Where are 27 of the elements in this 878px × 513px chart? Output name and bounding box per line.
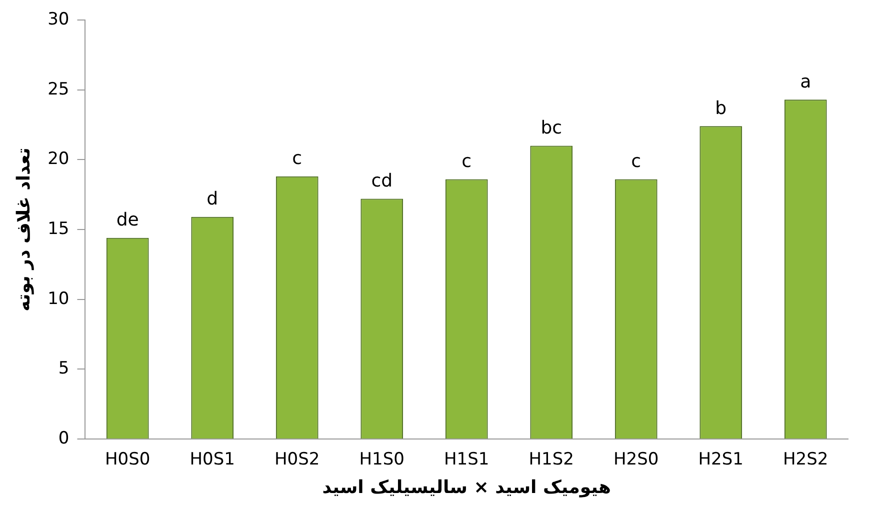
data-label: b — [715, 98, 727, 119]
x-tick-label: H2S2 — [783, 450, 828, 470]
data-label: c — [292, 148, 302, 170]
x-tick-label: H0S2 — [274, 450, 320, 470]
x-tick-label: H0S1 — [190, 450, 235, 470]
x-tick-label: H0S0 — [105, 450, 150, 470]
data-label: cd — [371, 170, 393, 192]
y-tick-label: 10 — [48, 288, 70, 309]
x-axis-title: هیومیک اسید × سالیسیلیک اسید — [322, 476, 612, 498]
y-tick-label: 25 — [48, 79, 70, 100]
y-tick-label: 15 — [48, 218, 70, 239]
x-tick-label: H2S0 — [614, 450, 659, 470]
y-axis-title: تعداد غلاف در بوته — [13, 148, 34, 312]
data-label: de — [116, 210, 139, 231]
data-label: c — [631, 150, 642, 172]
y-tick-label: 20 — [48, 149, 70, 170]
x-tick-label: H1S0 — [359, 450, 404, 470]
y-tick-label: 30 — [48, 9, 70, 30]
y-tick-label: 5 — [58, 358, 70, 379]
data-label: c — [462, 150, 472, 172]
data-label: a — [800, 71, 812, 92]
y-tick-label: 0 — [58, 428, 70, 448]
x-tick-label: H1S1 — [444, 450, 490, 470]
data-label: bc — [540, 117, 562, 138]
data-label: d — [206, 188, 218, 210]
x-tick-label: H1S2 — [528, 450, 574, 470]
x-tick-label: H2S1 — [698, 450, 744, 470]
